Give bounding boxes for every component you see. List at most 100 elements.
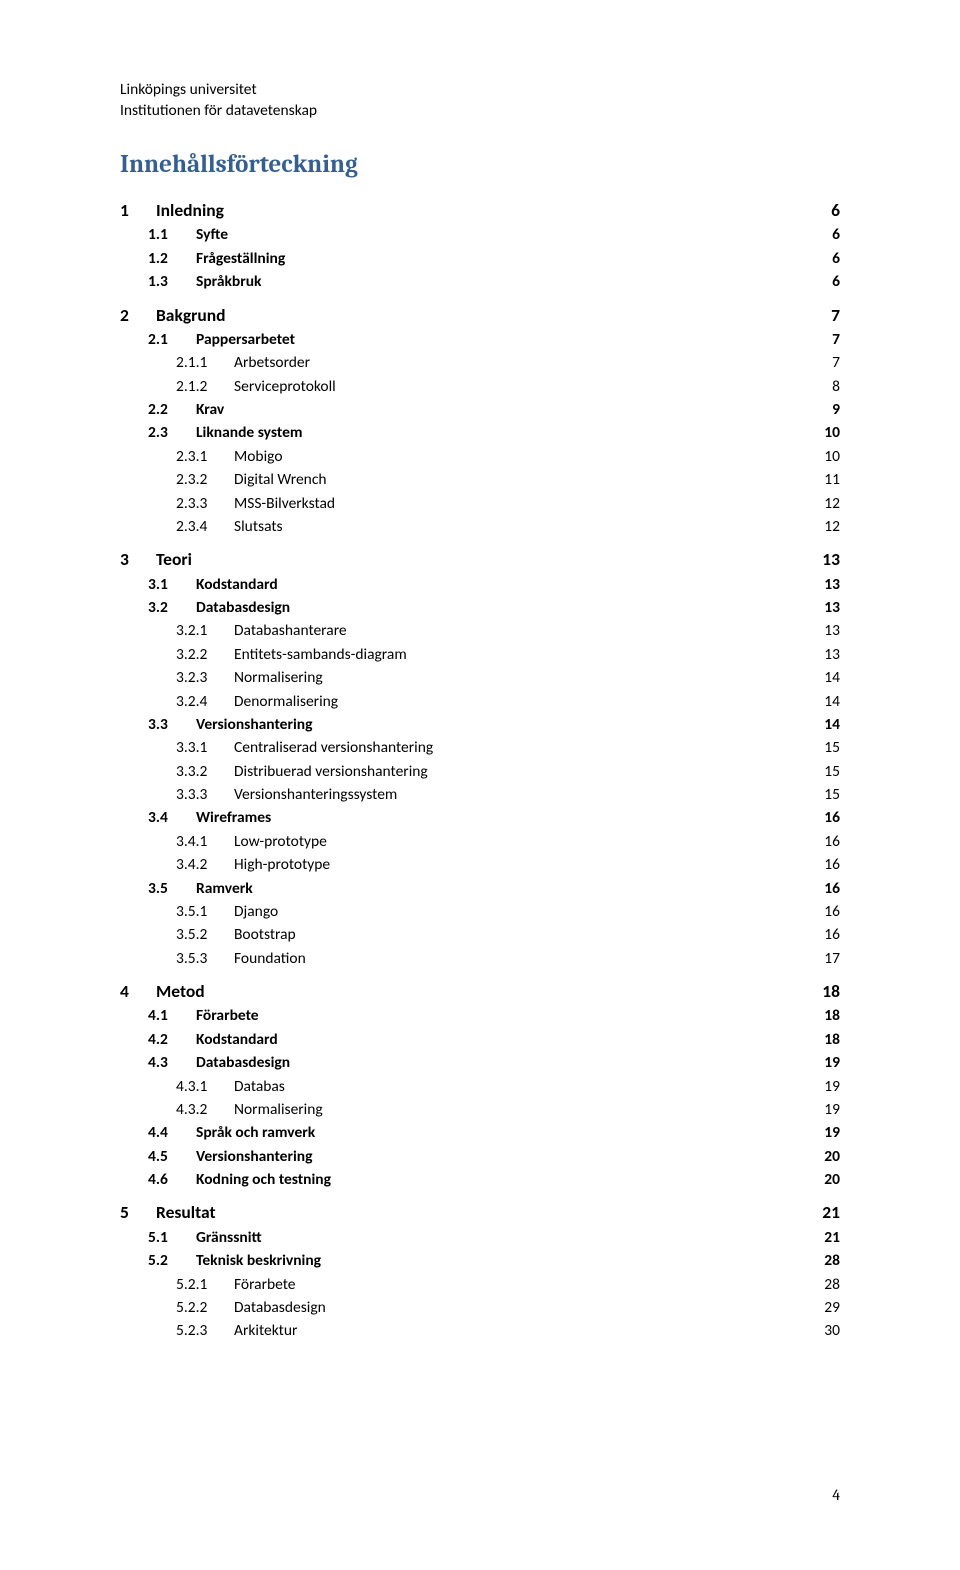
toc-entry-page: 28 [818,1275,840,1294]
toc-entry-number: 1.3 [148,272,196,291]
toc-entry-title: Databasdesign [234,1298,326,1317]
toc-entry-page: 6 [818,249,840,268]
toc-entry-title: Normalisering [234,1100,323,1119]
toc-row: 2.3Liknande system10 [120,421,840,444]
toc-entry-number: 1.1 [148,225,196,244]
toc-entry-label: 1.2Frågeställning [148,249,285,268]
toc-entry-number: 3.5.2 [176,925,234,944]
toc-row: 4.3.2Normalisering19 [120,1098,840,1121]
toc-entry-page: 7 [814,304,840,326]
toc-entry-title: Databashanterare [234,621,347,640]
toc-entry-page: 19 [818,1053,840,1072]
toc-entry-number: 4.3 [148,1053,196,1072]
toc-row: 1Inledning6 [120,197,840,223]
toc-entry-title: Versionshantering [196,1147,312,1166]
toc-entry-title: Entitets-sambands-diagram [234,645,407,664]
toc-entry-title: Förarbete [196,1006,259,1025]
toc-entry-number: 3.1 [148,575,196,594]
toc-row: 2.3.2Digital Wrench11 [120,468,840,491]
toc-entry-number: 2 [120,304,156,326]
toc-entry-label: 5.2Teknisk beskrivning [148,1251,321,1270]
toc-entry-title: Mobigo [234,447,283,466]
toc-entry-label: 3.4.1Low-prototype [176,832,327,851]
toc-entry-title: Versionshanteringssystem [234,785,397,804]
toc-entry-title: Språkbruk [196,272,262,291]
toc-entry-page: 11 [818,470,840,489]
toc-entry-number: 5.1 [148,1228,196,1247]
toc-entry-title: Liknande system [196,423,303,442]
toc-entry-number: 2.3.2 [176,470,234,489]
toc-entry-label: 1Inledning [120,199,224,221]
toc-entry-number: 2.1.2 [176,377,234,396]
toc-entry-number: 4.4 [148,1123,196,1142]
toc-row: 3.5.3Foundation17 [120,946,840,969]
toc-row: 3.2.3Normalisering14 [120,666,840,689]
toc-entry-title: Förarbete [234,1275,296,1294]
toc-row: 4.1Förarbete18 [120,1004,840,1027]
toc-row: 4.5Versionshantering 20 [120,1144,840,1167]
toc-row: 3.1Kodstandard 13 [120,572,840,595]
toc-row: 5.2.3Arkitektur30 [120,1319,840,1342]
toc-entry-label: 4.5Versionshantering [148,1147,312,1166]
toc-entry-number: 2.3 [148,423,196,442]
toc-entry-number: 3.3.1 [176,738,234,757]
toc-entry-label: 5.1Gränssnitt [148,1228,262,1247]
toc-entry-label: 3.3.2Distribuerad versionshantering [176,762,428,781]
toc-entry-page: 16 [818,808,840,827]
toc-entry-page: 13 [814,548,840,570]
toc-entry-page: 18 [814,980,840,1002]
toc-entry-label: 4.2Kodstandard [148,1030,278,1049]
toc-entry-number: 4.3.1 [176,1077,234,1096]
toc-entry-title: Teori [156,548,192,570]
toc-entry-number: 5 [120,1201,156,1223]
toc-entry-number: 4.5 [148,1147,196,1166]
toc-entry-page: 29 [818,1298,840,1317]
toc-entry-title: Low-prototype [234,832,327,851]
toc-entry-number: 3.3.2 [176,762,234,781]
toc-entry-label: 2Bakgrund [120,304,226,326]
toc-entry-number: 3.4.2 [176,855,234,874]
toc-row: 4.4Språk och ramverk19 [120,1121,840,1144]
toc-entry-title: Metod [156,980,205,1002]
toc-entry-number: 1 [120,199,156,221]
toc-entry-label: 2.1.2Serviceprotokoll [176,377,336,396]
toc-row: 1.1Syfte6 [120,223,840,246]
toc-row: 4.3.1Databas19 [120,1074,840,1097]
toc-entry-page: 16 [818,925,840,944]
toc-entry-label: 3Teori [120,548,192,570]
toc-entry-number: 2.1 [148,330,196,349]
toc-row: 3.4.2High-prototype16 [120,853,840,876]
toc-row: 2.1.1Arbetsorder7 [120,351,840,374]
toc-entry-number: 2.3.3 [176,494,234,513]
toc-entry-number: 2.1.1 [176,353,234,372]
toc-entry-page: 13 [818,598,840,617]
toc-entry-title: Arbetsorder [234,353,310,372]
toc-row: 3Teori 13 [120,546,840,572]
toc-entry-label: 2.3Liknande system [148,423,303,442]
toc-entry-label: 5Resultat [120,1201,216,1223]
toc-entry-title: Syfte [196,225,228,244]
toc-entry-number: 2.2 [148,400,196,419]
toc-entry-page: 14 [818,715,840,734]
toc-entry-label: 4.1Förarbete [148,1006,259,1025]
toc-entry-label: 3.2Databasdesign [148,598,290,617]
toc-entry-number: 5.2 [148,1251,196,1270]
toc-row: 3.3.3Versionshanteringssystem15 [120,783,840,806]
toc-entry-label: 5.2.3Arkitektur [176,1321,297,1340]
toc-entry-number: 3.2 [148,598,196,617]
toc-entry-label: 2.1Pappersarbetet [148,330,295,349]
toc-entry-title: Bakgrund [156,304,226,326]
toc-entry-page: 16 [818,902,840,921]
toc-entry-label: 4.3.1Databas [176,1077,285,1096]
toc-entry-page: 15 [818,762,840,781]
toc-entry-page: 20 [818,1147,840,1166]
toc-entry-page: 20 [818,1170,840,1189]
toc-entry-label: 3.1Kodstandard [148,575,278,594]
toc-row: 3.2.2Entitets-sambands-diagram13 [120,643,840,666]
toc-entry-number: 3.3 [148,715,196,734]
toc-entry-label: 3.5.1Django [176,902,278,921]
toc-entry-page: 13 [818,575,840,594]
toc-row: 3.5.1Django 16 [120,900,840,923]
toc-entry-page: 15 [818,785,840,804]
toc-row: 1.3Språkbruk6 [120,270,840,293]
